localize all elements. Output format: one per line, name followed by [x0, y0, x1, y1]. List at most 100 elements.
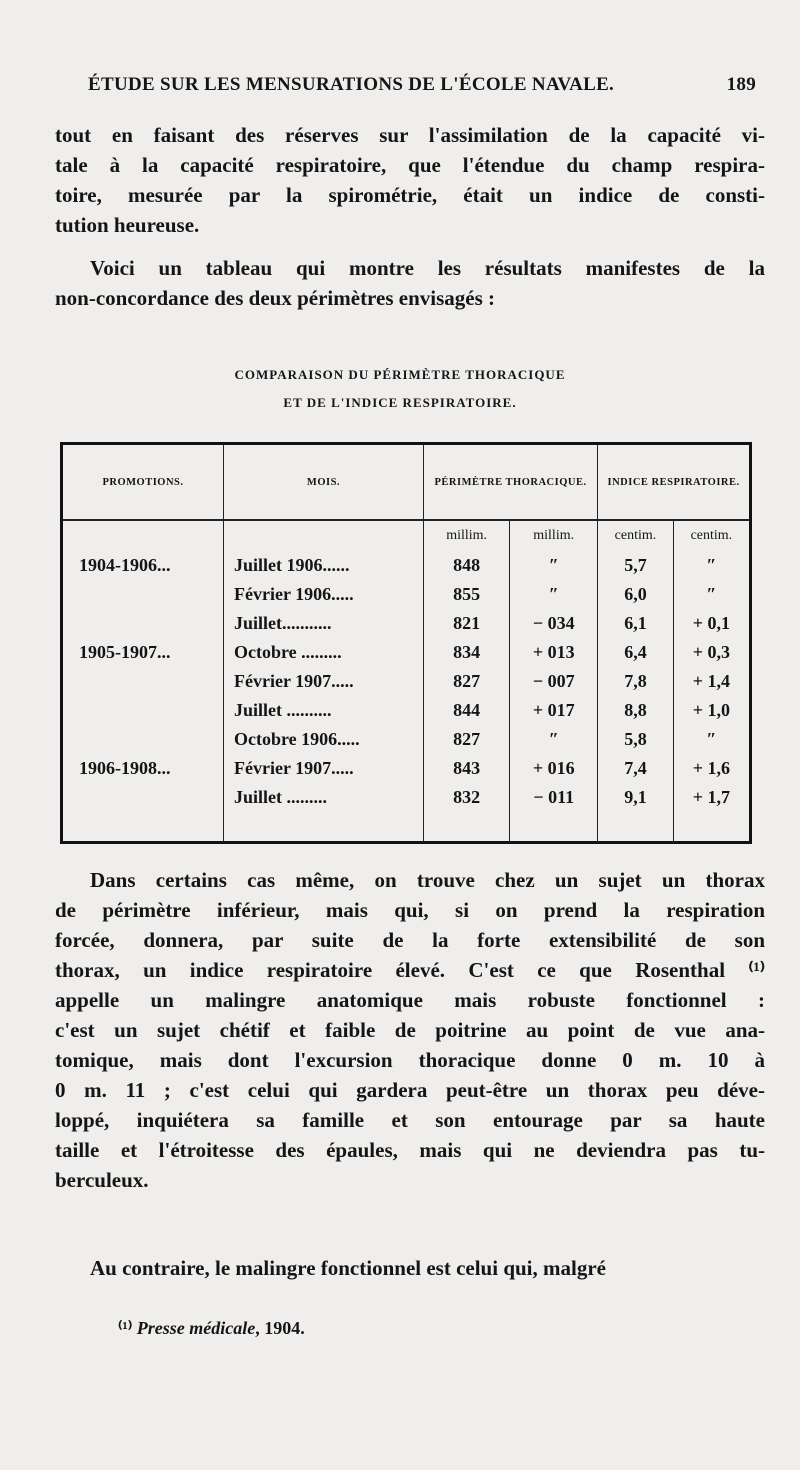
table-cell: 9,1	[597, 783, 674, 812]
col-indice: INDICE RESPIRATOIRE.	[597, 443, 751, 521]
table-cell: ″	[672, 580, 751, 609]
table-cell: ″	[672, 551, 751, 580]
table-cell: Février 1907.....	[223, 667, 424, 696]
table-cell: 832	[422, 783, 510, 812]
table-cell: ″	[672, 725, 751, 754]
table-cell: Février 1907.....	[223, 754, 424, 783]
table-cell: Juillet ..........	[223, 696, 424, 725]
table-cell: 1904-1906...	[79, 555, 171, 575]
table-cell: + 1,4	[672, 667, 751, 696]
page-number: 189	[726, 74, 756, 95]
footnote: ⁽¹⁾ Presse médicale, 1904.	[118, 1318, 305, 1339]
para3-line: de périmètre inférieur, mais qui, si on …	[55, 898, 765, 922]
table-cell: + 0,3	[672, 638, 751, 667]
table-cell: 1905-1907...	[79, 642, 171, 662]
table-row: 1906-1908... Février 1907..... 843 + 016 7,4…	[62, 754, 751, 783]
table-caption-line-1: COMPARAISON DU PÉRIMÈTRE THORACIQUE	[234, 367, 566, 382]
table-cell: 1906-1908...	[79, 758, 171, 778]
table-cell	[62, 667, 224, 696]
table-cell: 827	[422, 667, 510, 696]
para2-line: non-concordance des deux périmètres envi…	[55, 286, 495, 310]
para3-line: berculeux.	[55, 1168, 149, 1192]
para1-line: tout en faisant des réserves sur l'assim…	[55, 123, 765, 147]
table-caption-line-2: ET DE L'INDICE RESPIRATOIRE.	[283, 395, 517, 410]
table-cell: + 1,6	[672, 754, 751, 783]
table-cell: 5,7	[597, 551, 674, 580]
para3-line: appelle un malingre anatomique mais robu…	[55, 988, 765, 1012]
table-cell: + 1,0	[672, 696, 751, 725]
unit-cell: centim.	[672, 520, 751, 551]
table-cell: 6,1	[597, 609, 674, 638]
unit-cell: millim.	[509, 520, 598, 551]
para3-line: taille et l'étroitesse des épaules, mais…	[55, 1138, 765, 1162]
table-row: Juillet........... 821− 034 6,1 + 0,1	[62, 609, 751, 638]
table-cell: 6,4	[597, 638, 674, 667]
para3-line: thorax, un indice respiratoire élevé. C'…	[55, 958, 765, 982]
table-cell: Octobre .........	[223, 638, 424, 667]
table-cell: 7,4	[597, 754, 674, 783]
table-cell: 821	[422, 609, 510, 638]
para2-line: Voici un tableau qui montre les résultat…	[90, 256, 765, 280]
table-cell: + 013	[509, 638, 598, 667]
table-cell: 5,8	[597, 725, 674, 754]
table-cell: ″	[509, 725, 598, 754]
table-cell: 844	[422, 696, 510, 725]
table-cell: − 007	[509, 667, 598, 696]
para3-line: Dans certains cas même, on trouve chez u…	[90, 868, 765, 892]
table-cell	[62, 783, 224, 812]
table-cell: Octobre 1906.....	[223, 725, 424, 754]
running-header: ÉTUDE SUR LES MENSURATIONS DE L'ÉCOLE NA…	[88, 74, 756, 96]
table-cell: 8,8	[597, 696, 674, 725]
header-title: ÉTUDE SUR LES MENSURATIONS DE L'ÉCOLE NA…	[88, 74, 615, 95]
table-row: Février 1906..... 855 ″ 6,0 ″	[62, 580, 751, 609]
table-cell: Juillet...........	[223, 609, 424, 638]
table-cell: − 011	[509, 783, 598, 812]
para3-line: tomique, mais dont l'excursion thoraciqu…	[55, 1048, 765, 1072]
footnote-mark: ⁽¹⁾	[118, 1318, 133, 1338]
table-cell: ″	[509, 551, 598, 580]
table-cell: 834	[422, 638, 510, 667]
para1-line: tale à la capacité respiratoire, que l'é…	[55, 153, 765, 177]
table-cell: 7,8	[597, 667, 674, 696]
para1-line: tution heureuse.	[55, 213, 200, 237]
table-cell	[62, 609, 224, 638]
table-cell: ″	[509, 580, 598, 609]
table-cell: Juillet .........	[223, 783, 424, 812]
para3-line: c'est un sujet chétif et faible de poitr…	[55, 1018, 765, 1042]
table-cell: + 016	[509, 754, 598, 783]
comparison-table: PROMOTIONS. MOIS. PÉRIMÈTRE THORACIQUE. …	[60, 442, 752, 844]
para3-line: forcée, donnera, par suite de la forte e…	[55, 928, 765, 952]
para1-line: toire, mesurée par la spirométrie, était…	[55, 183, 765, 207]
para3-line: loppé, inquiétera sa famille et son ento…	[55, 1108, 765, 1132]
table-row: Octobre 1906..... 827 ″ 5,8 ″	[62, 725, 751, 754]
para3-line: 0 m. 11 ; c'est celui qui gardera peut-ê…	[55, 1078, 765, 1102]
table-row: Juillet ......... 832− 011 9,1 + 1,7	[62, 783, 751, 812]
table-cell: + 017	[509, 696, 598, 725]
table-row: Février 1907..... 827− 007 7,8 + 1,4	[62, 667, 751, 696]
footnote-source: Presse médicale	[136, 1318, 256, 1338]
table-cell	[62, 725, 224, 754]
table-cell: − 034	[509, 609, 598, 638]
table-cell: 848	[422, 551, 510, 580]
col-mois: MOIS.	[223, 443, 424, 521]
col-perimetre: PÉRIMÈTRE THORACIQUE.	[422, 443, 598, 521]
col-promotions: PROMOTIONS.	[61, 443, 224, 521]
unit-cell: centim.	[597, 520, 674, 551]
units-row: millim. millim. centim. centim.	[62, 520, 751, 551]
table-cell: Février 1906.....	[223, 580, 424, 609]
table-cell: 827	[422, 725, 510, 754]
table-cell: 6,0	[597, 580, 674, 609]
table-cell: + 0,1	[672, 609, 751, 638]
table-row: Juillet .......... 844 + 017 8,8 + 1,0	[62, 696, 751, 725]
table-cell: Juillet 1906......	[223, 551, 424, 580]
table-cell: 855	[422, 580, 510, 609]
table-row: 1905-1907... Octobre ......... 834 + 013 6,4…	[62, 638, 751, 667]
table-cell	[62, 580, 224, 609]
table-cell: 843	[422, 754, 510, 783]
table-cell	[62, 696, 224, 725]
table-row: 1904-1906... Juillet 1906...... 848 ″ 5,7 ″	[62, 551, 751, 580]
unit-cell: millim.	[422, 520, 510, 551]
footnote-year: , 1904.	[255, 1318, 305, 1338]
table-cell: + 1,7	[672, 783, 751, 812]
